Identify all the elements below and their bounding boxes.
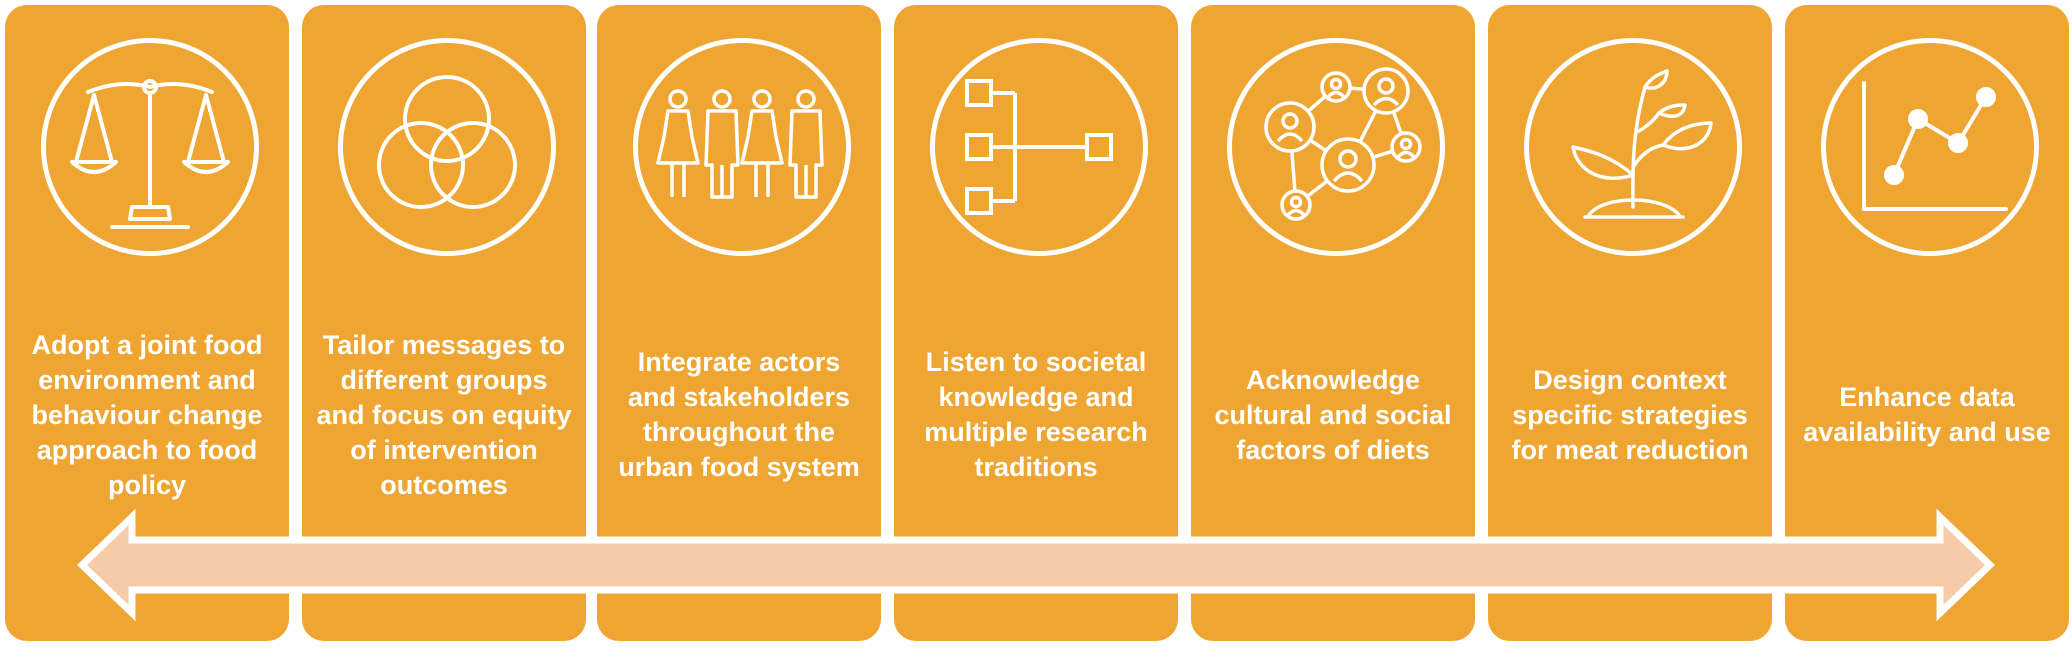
overlapping-circles-icon [338, 38, 556, 256]
line-chart-icon [1821, 38, 2039, 256]
step-label-7: Enhance data availability and use [1803, 382, 2051, 447]
network-of-people-icon [1227, 38, 1445, 256]
step-label-2: Tailor messages to different groups and … [316, 329, 572, 500]
step-label-1: Adopt a joint food environment and behav… [31, 329, 263, 500]
group-of-people-icon [633, 38, 851, 256]
scales-of-justice-icon [41, 38, 259, 256]
step-card-3: Integrate actors and stakeholders throug… [597, 5, 881, 641]
step-label-3: Integrate actors and stakeholders throug… [618, 347, 860, 482]
step-card-1: Adopt a joint food environment and behav… [5, 5, 289, 641]
step-card-2: Tailor messages to different groups and … [302, 5, 586, 641]
step-card-4: Listen to societal knowledge and multipl… [894, 5, 1178, 641]
step-card-6: Design context specific strategies for m… [1488, 5, 1772, 641]
step-label-6: Design context specific strategies for m… [1511, 364, 1749, 465]
step-label-5: Acknowledge cultural and social factors … [1214, 364, 1452, 465]
step-card-5: Acknowledge cultural and social factors … [1191, 5, 1475, 641]
step-label-4: Listen to societal knowledge and multipl… [924, 347, 1148, 482]
sprouting-plant-icon [1524, 38, 1742, 256]
flow-branches-icon [930, 38, 1148, 256]
step-card-7: Enhance data availability and use [1785, 5, 2069, 641]
